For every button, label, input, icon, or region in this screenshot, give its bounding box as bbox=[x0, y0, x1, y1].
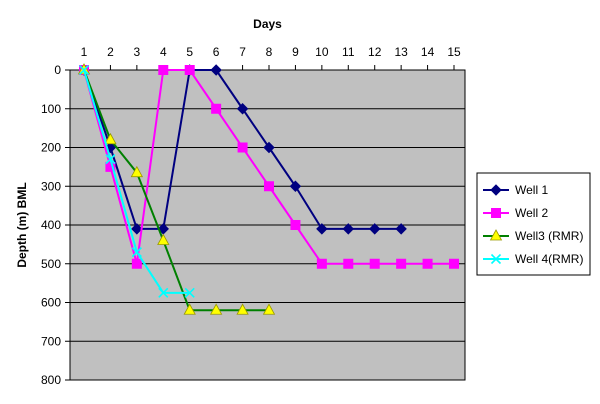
data-point bbox=[131, 247, 142, 258]
legend-label: Well 1 bbox=[515, 183, 548, 197]
data-point bbox=[236, 303, 249, 315]
series-layer bbox=[77, 63, 459, 315]
data-point bbox=[316, 223, 328, 235]
data-point bbox=[236, 103, 249, 115]
y-tick-label: 400 bbox=[41, 218, 61, 232]
data-point bbox=[211, 103, 222, 114]
legend-item: Well3 (RMR) bbox=[483, 229, 583, 243]
legend-item: Well 1 bbox=[483, 183, 548, 197]
x-tick-label: 1 bbox=[81, 45, 88, 59]
data-point bbox=[289, 180, 302, 192]
x-tick-label: 6 bbox=[213, 45, 220, 59]
data-point bbox=[210, 64, 222, 76]
y-axis-ticks: 0 100 200 300 400 500 600 700 800 bbox=[41, 63, 70, 387]
y-tick-label: 600 bbox=[41, 296, 61, 310]
data-point bbox=[131, 223, 143, 235]
x-axis-title: Days bbox=[253, 17, 282, 31]
data-point bbox=[184, 287, 195, 298]
data-point bbox=[184, 65, 195, 75]
data-point bbox=[369, 258, 380, 269]
x-tick-label: 4 bbox=[160, 45, 167, 59]
data-point bbox=[264, 181, 274, 192]
data-point bbox=[422, 258, 433, 269]
y-tick-label: 700 bbox=[41, 334, 61, 348]
legend: Well 1 Well 2 Well3 (RMR) Well 4(RMR) bbox=[476, 172, 591, 276]
series-line bbox=[83, 69, 269, 312]
data-point bbox=[263, 141, 275, 154]
series-4 bbox=[78, 64, 195, 298]
x-tick-label: 2 bbox=[107, 45, 114, 59]
legend-label: Well 4(RMR) bbox=[515, 252, 583, 266]
x-tick-label: 11 bbox=[342, 45, 355, 59]
data-point bbox=[369, 223, 381, 235]
data-point bbox=[396, 258, 407, 269]
data-point bbox=[290, 220, 301, 230]
x-tick-label: 9 bbox=[292, 45, 299, 59]
legend-label: Well 2 bbox=[515, 206, 548, 220]
data-point bbox=[105, 154, 116, 165]
data-point bbox=[316, 258, 327, 269]
y-axis-title: Depth (m) BML bbox=[15, 182, 29, 267]
data-point bbox=[262, 303, 276, 315]
x-tick-label: 15 bbox=[447, 45, 461, 59]
data-point bbox=[490, 184, 502, 196]
data-point bbox=[343, 258, 354, 269]
y-tick-label: 100 bbox=[41, 102, 61, 116]
x-axis-ticks: 1 2 3 4 5 6 7 8 9 10 11 12 13 14 15 bbox=[81, 45, 461, 70]
data-point bbox=[449, 258, 459, 269]
data-point bbox=[131, 258, 142, 269]
data-point bbox=[395, 223, 407, 235]
x-tick-label: 7 bbox=[239, 45, 246, 59]
data-point bbox=[78, 64, 90, 76]
series-2 bbox=[79, 65, 459, 269]
x-tick-label: 5 bbox=[186, 45, 193, 59]
data-point bbox=[157, 233, 170, 245]
data-point bbox=[158, 287, 169, 298]
legend-item: Well 4(RMR) bbox=[483, 252, 583, 266]
y-tick-label: 800 bbox=[41, 373, 61, 387]
y-tick-label: 500 bbox=[41, 257, 61, 271]
x-tick-label: 10 bbox=[315, 45, 329, 59]
data-point bbox=[237, 142, 248, 153]
data-point bbox=[183, 303, 196, 315]
legend-label: Well3 (RMR) bbox=[515, 229, 583, 243]
x-tick-label: 14 bbox=[421, 45, 435, 59]
data-point bbox=[490, 253, 502, 265]
data-point bbox=[158, 65, 169, 75]
x-tick-label: 13 bbox=[394, 45, 408, 59]
data-point bbox=[104, 132, 117, 145]
data-point bbox=[489, 229, 503, 241]
legend-item: Well 2 bbox=[483, 206, 548, 220]
y-tick-label: 0 bbox=[54, 63, 61, 77]
data-point bbox=[209, 303, 223, 315]
data-point bbox=[342, 223, 354, 235]
x-tick-label: 12 bbox=[368, 45, 382, 59]
data-point bbox=[491, 208, 501, 218]
data-point bbox=[130, 165, 144, 178]
x-tick-label: 3 bbox=[134, 45, 141, 59]
x-tick-label: 8 bbox=[266, 45, 273, 59]
y-tick-label: 200 bbox=[41, 141, 61, 155]
y-tick-label: 300 bbox=[41, 179, 61, 193]
